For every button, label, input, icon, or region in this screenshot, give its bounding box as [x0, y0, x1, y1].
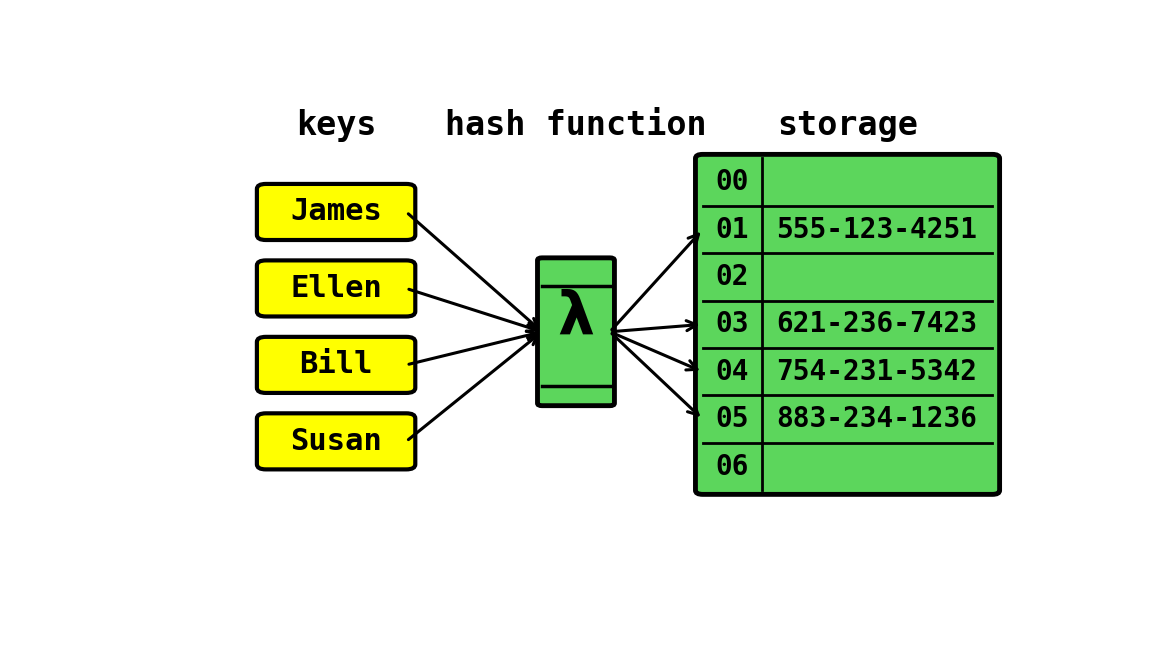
- Text: 00: 00: [715, 168, 749, 196]
- Text: 04: 04: [715, 357, 749, 386]
- Text: 883-234-1236: 883-234-1236: [777, 405, 978, 433]
- Text: λ: λ: [557, 288, 595, 346]
- Text: Ellen: Ellen: [290, 274, 382, 303]
- Text: 06: 06: [715, 453, 749, 481]
- Text: Susan: Susan: [290, 427, 382, 456]
- FancyBboxPatch shape: [537, 258, 614, 406]
- Text: 05: 05: [715, 405, 749, 433]
- Text: 01: 01: [715, 216, 749, 244]
- FancyBboxPatch shape: [257, 184, 416, 240]
- Text: keys: keys: [296, 109, 376, 142]
- FancyBboxPatch shape: [257, 260, 416, 316]
- Text: 754-231-5342: 754-231-5342: [777, 357, 978, 386]
- Text: 621-236-7423: 621-236-7423: [777, 310, 978, 338]
- Text: Bill: Bill: [299, 350, 373, 379]
- Text: James: James: [290, 197, 382, 226]
- Text: 03: 03: [715, 310, 749, 338]
- FancyBboxPatch shape: [695, 154, 1000, 495]
- FancyBboxPatch shape: [257, 337, 416, 393]
- Text: 555-123-4251: 555-123-4251: [777, 216, 978, 244]
- FancyBboxPatch shape: [257, 413, 416, 469]
- Text: 02: 02: [715, 263, 749, 291]
- Text: hash function: hash function: [445, 109, 707, 142]
- Text: storage: storage: [777, 109, 918, 142]
